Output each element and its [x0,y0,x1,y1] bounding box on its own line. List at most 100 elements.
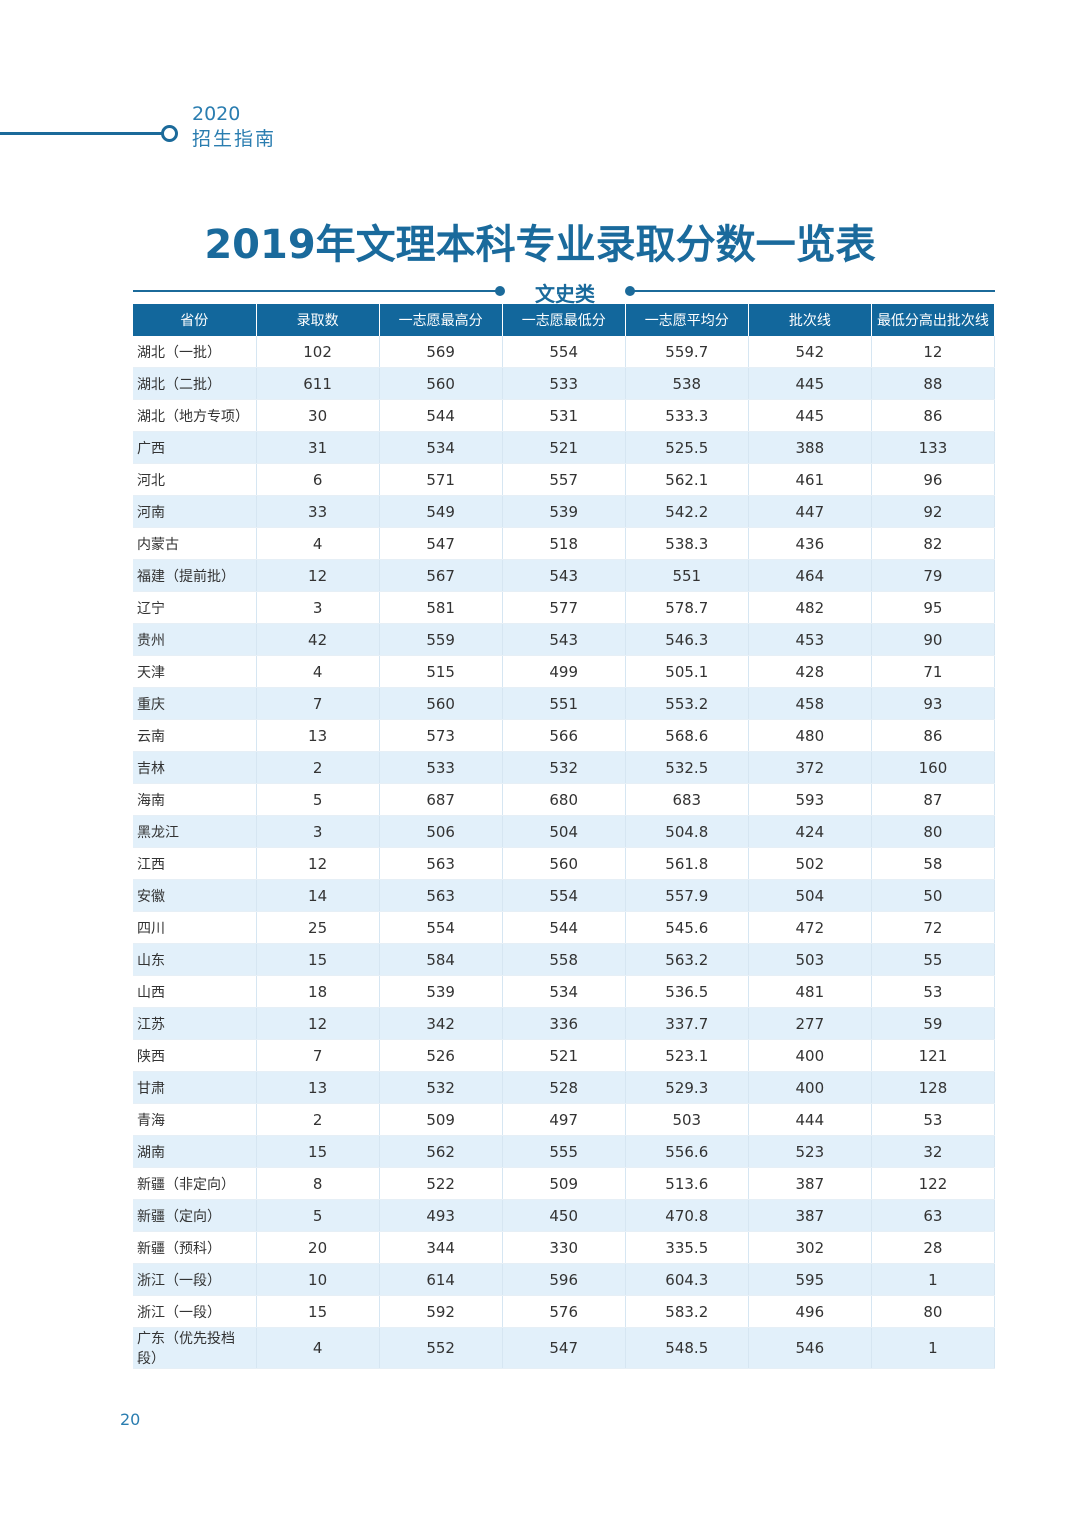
value-cell: 518 [502,527,626,560]
value-cell: 53 [871,1103,996,1136]
value-cell: 80 [871,815,996,848]
page-number: 20 [120,1410,141,1429]
value-cell: 12 [871,336,996,368]
table-row: 山东 15 584 558 563.2 503 55 [133,943,996,976]
table-row: 新疆（定向） 5 493 450 470.8 387 63 [133,1199,996,1232]
province-cell: 海南 [133,783,257,816]
province-cell: 重庆 [133,687,257,720]
value-cell: 63 [871,1199,996,1232]
value-cell: 557.9 [625,879,749,912]
province-cell: 内蒙古 [133,527,257,560]
section-title: 文史类 [535,282,595,306]
value-cell: 557 [502,463,626,496]
value-cell: 532 [502,751,626,784]
value-cell: 1 [871,1263,996,1296]
page-title: 2019年文理本科专业录取分数一览表 [204,222,876,268]
value-cell: 545.6 [625,911,749,944]
value-cell: 554 [379,911,503,944]
value-cell: 556.6 [625,1135,749,1168]
value-cell: 5 [256,783,380,816]
header-year: 2020 [192,103,241,125]
value-cell: 566 [502,719,626,752]
province-cell: 黑龙江 [133,815,257,848]
value-cell: 581 [379,591,503,624]
province-cell: 贵州 [133,623,257,656]
value-cell: 554 [502,336,626,368]
province-cell: 新疆（定向） [133,1199,257,1232]
table-row: 浙江（一段） 10 614 596 604.3 595 1 [133,1263,996,1296]
header-subtitle: 招生指南 [192,128,277,150]
value-cell: 32 [871,1135,996,1168]
value-cell: 559.7 [625,336,749,368]
value-cell: 55 [871,943,996,976]
value-cell: 683 [625,783,749,816]
value-cell: 496 [748,1295,872,1328]
table-row: 山西 18 539 534 536.5 481 53 [133,975,996,1008]
value-cell: 450 [502,1199,626,1232]
province-cell: 广西 [133,431,257,464]
table-row: 辽宁 3 581 577 578.7 482 95 [133,591,996,624]
column-header: 录取数 [256,304,380,336]
value-cell: 558 [502,943,626,976]
value-cell: 7 [256,1039,380,1072]
value-cell: 342 [379,1007,503,1040]
value-cell: 447 [748,495,872,528]
value-cell: 551 [625,559,749,592]
value-cell: 493 [379,1199,503,1232]
score-table: 省份 录取数 一志愿最高分 一志愿最低分 一志愿平均分 批次线 最低分高出批次线 湖北（一批… [133,304,996,1369]
value-cell: 15 [256,1295,380,1328]
value-cell: 59 [871,1007,996,1040]
value-cell: 15 [256,943,380,976]
section-dot-left [495,286,505,296]
table-row: 河南 33 549 539 542.2 447 92 [133,495,996,528]
value-cell: 87 [871,783,996,816]
value-cell: 503 [748,943,872,976]
value-cell: 543 [502,559,626,592]
value-cell: 529.3 [625,1071,749,1104]
value-cell: 569 [379,336,503,368]
value-cell: 571 [379,463,503,496]
value-cell: 464 [748,559,872,592]
value-cell: 576 [502,1295,626,1328]
table-row: 江西 12 563 560 561.8 502 58 [133,847,996,880]
value-cell: 560 [502,847,626,880]
value-cell: 335.5 [625,1231,749,1264]
value-cell: 58 [871,847,996,880]
province-cell: 四川 [133,911,257,944]
province-cell: 天津 [133,655,257,688]
value-cell: 543 [502,623,626,656]
table-row: 湖北（一批） 102 569 554 559.7 542 12 [133,336,996,368]
table-row: 福建（提前批） 12 567 543 551 464 79 [133,559,996,592]
value-cell: 7 [256,687,380,720]
value-cell: 548.5 [625,1327,749,1369]
value-cell: 547 [502,1327,626,1369]
value-cell: 592 [379,1295,503,1328]
table-row: 湖北（二批） 611 560 533 538 445 88 [133,367,996,400]
value-cell: 92 [871,495,996,528]
value-cell: 13 [256,1071,380,1104]
value-cell: 680 [502,783,626,816]
value-cell: 583.2 [625,1295,749,1328]
value-cell: 567 [379,559,503,592]
section-line-right [630,290,995,292]
value-cell: 337.7 [625,1007,749,1040]
column-header: 一志愿最高分 [379,304,503,336]
value-cell: 6 [256,463,380,496]
table-row: 广东（优先投档段） 4 552 547 548.5 546 1 [133,1327,996,1369]
province-cell: 新疆（预科） [133,1231,257,1264]
province-cell: 江西 [133,847,257,880]
province-cell: 湖北（地方专项） [133,399,257,432]
value-cell: 90 [871,623,996,656]
value-cell: 555 [502,1135,626,1168]
value-cell: 302 [748,1231,872,1264]
value-cell: 562.1 [625,463,749,496]
value-cell: 12 [256,559,380,592]
value-cell: 506 [379,815,503,848]
value-cell: 122 [871,1167,996,1200]
value-cell: 522 [379,1167,503,1200]
value-cell: 12 [256,847,380,880]
table-row: 云南 13 573 566 568.6 480 86 [133,719,996,752]
value-cell: 28 [871,1231,996,1264]
table-row: 贵州 42 559 543 546.3 453 90 [133,623,996,656]
value-cell: 445 [748,399,872,432]
